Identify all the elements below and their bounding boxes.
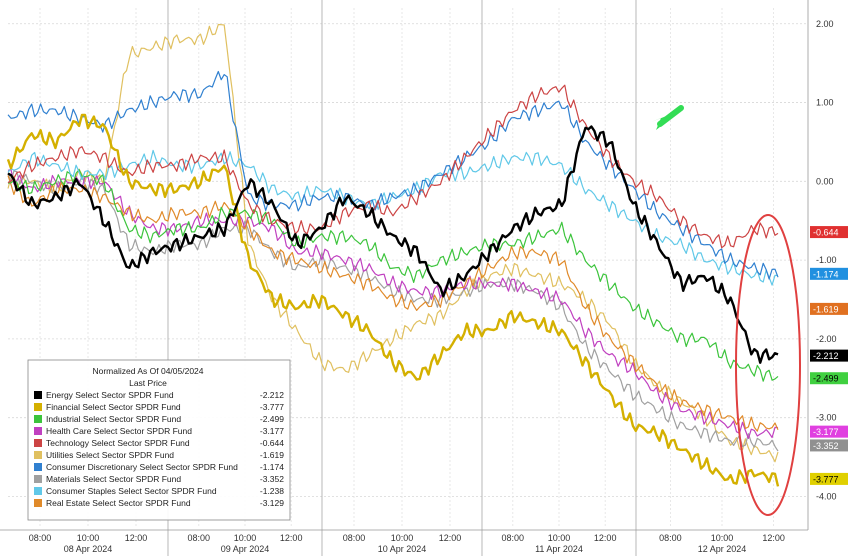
legend-swatch bbox=[34, 403, 42, 411]
legend-series-name: Financial Select Sector SPDR Fund bbox=[46, 402, 181, 412]
last-price-value: -3.777 bbox=[813, 474, 839, 484]
series-line bbox=[7, 125, 779, 364]
last-price-value: -3.352 bbox=[813, 441, 839, 451]
legend-series-last: -3.129 bbox=[260, 498, 284, 508]
series-line bbox=[7, 70, 779, 280]
x-day-label: 11 Apr 2024 bbox=[535, 544, 583, 554]
x-tick-label: 10:00 bbox=[711, 533, 734, 543]
legend-series-name: Utilities Select Sector SPDR Fund bbox=[46, 450, 174, 460]
legend-series-last: -1.619 bbox=[260, 450, 284, 460]
last-price-tag bbox=[810, 267, 848, 280]
x-axis: 08:00 10:00 12:00 08 Apr 2024 08:00 10:00 12:0… bbox=[0, 529, 808, 554]
annotations bbox=[651, 105, 801, 516]
last-price-tag bbox=[810, 472, 848, 485]
legend-series-name: Energy Select Sector SPDR Fund bbox=[46, 390, 174, 400]
legend-swatch bbox=[34, 451, 42, 459]
legend-swatch bbox=[34, 463, 42, 471]
last-price-tag bbox=[810, 425, 848, 438]
series-lines bbox=[6, 23, 780, 487]
last-price-tag bbox=[810, 226, 848, 239]
last-price-tag bbox=[810, 439, 848, 452]
last-price-value: -1.174 bbox=[813, 269, 839, 279]
legend-series-name: Consumer Discretionary Select Sector SPD… bbox=[46, 462, 238, 472]
x-tick-label: 12:00 bbox=[594, 533, 617, 543]
x-tick-label: 08:00 bbox=[29, 533, 52, 543]
last-price-tag bbox=[810, 302, 848, 315]
legend-series-last: -3.352 bbox=[260, 474, 284, 484]
x-tick-label: 10:00 bbox=[548, 533, 571, 543]
x-tick-label: 12:00 bbox=[439, 533, 462, 543]
x-day-label: 08 Apr 2024 bbox=[64, 544, 113, 554]
legend-series-last: -3.777 bbox=[260, 402, 284, 412]
last-price-labels: -0.644 -1.174 -1.619 -2.212 -2.499 -3.177 -3.3… bbox=[810, 226, 848, 485]
legend-series-name: Consumer Staples Select Sector SPDR Fund bbox=[46, 486, 217, 496]
legend-swatch bbox=[34, 475, 42, 483]
x-day-label: 09 Apr 2024 bbox=[221, 544, 270, 554]
x-tick-label: 08:00 bbox=[188, 533, 211, 543]
green-arrow-shaft bbox=[657, 105, 684, 127]
x-day-label: 12 Apr 2024 bbox=[698, 544, 747, 554]
series-line bbox=[7, 84, 779, 249]
last-price-value: -2.499 bbox=[813, 374, 839, 384]
legend-subheading: Last Price bbox=[129, 378, 167, 388]
legend-series-name: Industrial Select Sector SPDR Fund bbox=[46, 414, 181, 424]
y-tick-label: -1.00 bbox=[816, 255, 837, 265]
x-tick-label: 12:00 bbox=[280, 533, 303, 543]
x-tick-label: 10:00 bbox=[234, 533, 257, 543]
series-line bbox=[6, 113, 780, 487]
last-price-value: -2.212 bbox=[813, 351, 839, 361]
legend-heading: Normalized As Of 04/05/2024 bbox=[92, 366, 203, 376]
x-tick-label: 12:00 bbox=[762, 533, 785, 543]
y-tick-label: -3.00 bbox=[816, 413, 837, 423]
legend-entries: Energy Select Sector SPDR Fund -2.212 Fina… bbox=[34, 390, 284, 508]
legend-series-last: -2.212 bbox=[260, 390, 284, 400]
last-price-value: -3.177 bbox=[813, 427, 839, 437]
legend-series-last: -1.238 bbox=[260, 486, 284, 496]
legend-series-last: -3.177 bbox=[260, 426, 284, 436]
legend-series-last: -2.499 bbox=[260, 414, 284, 424]
y-tick-label: -4.00 bbox=[816, 491, 837, 501]
series-line bbox=[7, 175, 779, 432]
legend-box bbox=[27, 359, 291, 521]
legend-series-name: Real Estate Select Sector SPDR Fund bbox=[46, 498, 191, 508]
red-circle-annotation bbox=[735, 214, 801, 516]
x-tick-label: 08:00 bbox=[659, 533, 682, 543]
x-tick-label: 10:00 bbox=[391, 533, 414, 543]
y-tick-label: -2.00 bbox=[816, 334, 837, 344]
x-day-label: 10 Apr 2024 bbox=[378, 544, 427, 554]
x-tick-label: 08:00 bbox=[343, 533, 366, 543]
x-tick-label: 08:00 bbox=[502, 533, 525, 543]
series-line bbox=[7, 169, 779, 382]
legend-swatch bbox=[34, 439, 42, 447]
y-tick-label: 1.00 bbox=[816, 98, 834, 108]
y-tick-label: 2.00 bbox=[816, 19, 834, 29]
last-price-tag bbox=[810, 349, 848, 362]
x-tick-label: 10:00 bbox=[77, 533, 100, 543]
x-tick-label: 12:00 bbox=[125, 533, 148, 543]
last-price-value: -1.619 bbox=[813, 304, 839, 314]
legend-swatch bbox=[34, 415, 42, 423]
legend-swatch bbox=[34, 487, 42, 495]
last-price-tag bbox=[810, 372, 848, 385]
legend-series-last: -0.644 bbox=[260, 438, 284, 448]
last-price-value: -0.644 bbox=[813, 228, 839, 238]
legend-swatch bbox=[34, 427, 42, 435]
legend-series-name: Technology Select Sector SPDR Fund bbox=[46, 438, 190, 448]
legend-swatch bbox=[34, 391, 42, 399]
legend-swatch bbox=[34, 499, 42, 507]
legend-series-last: -1.174 bbox=[260, 462, 284, 472]
series-line bbox=[7, 23, 779, 463]
y-tick-label: 0.00 bbox=[816, 176, 834, 186]
series-line bbox=[7, 169, 779, 439]
y-axis: 2.00 1.00 0.00 -1.00 -2.00 -3.00 -4.00 bbox=[807, 0, 837, 530]
legend-series-name: Health Care Select Sector SPDR Fund bbox=[46, 426, 192, 436]
legend-series-name: Materials Select Sector SPDR Fund bbox=[46, 474, 181, 484]
legend: Normalized As Of 04/05/2024 Last Price E… bbox=[27, 359, 291, 521]
